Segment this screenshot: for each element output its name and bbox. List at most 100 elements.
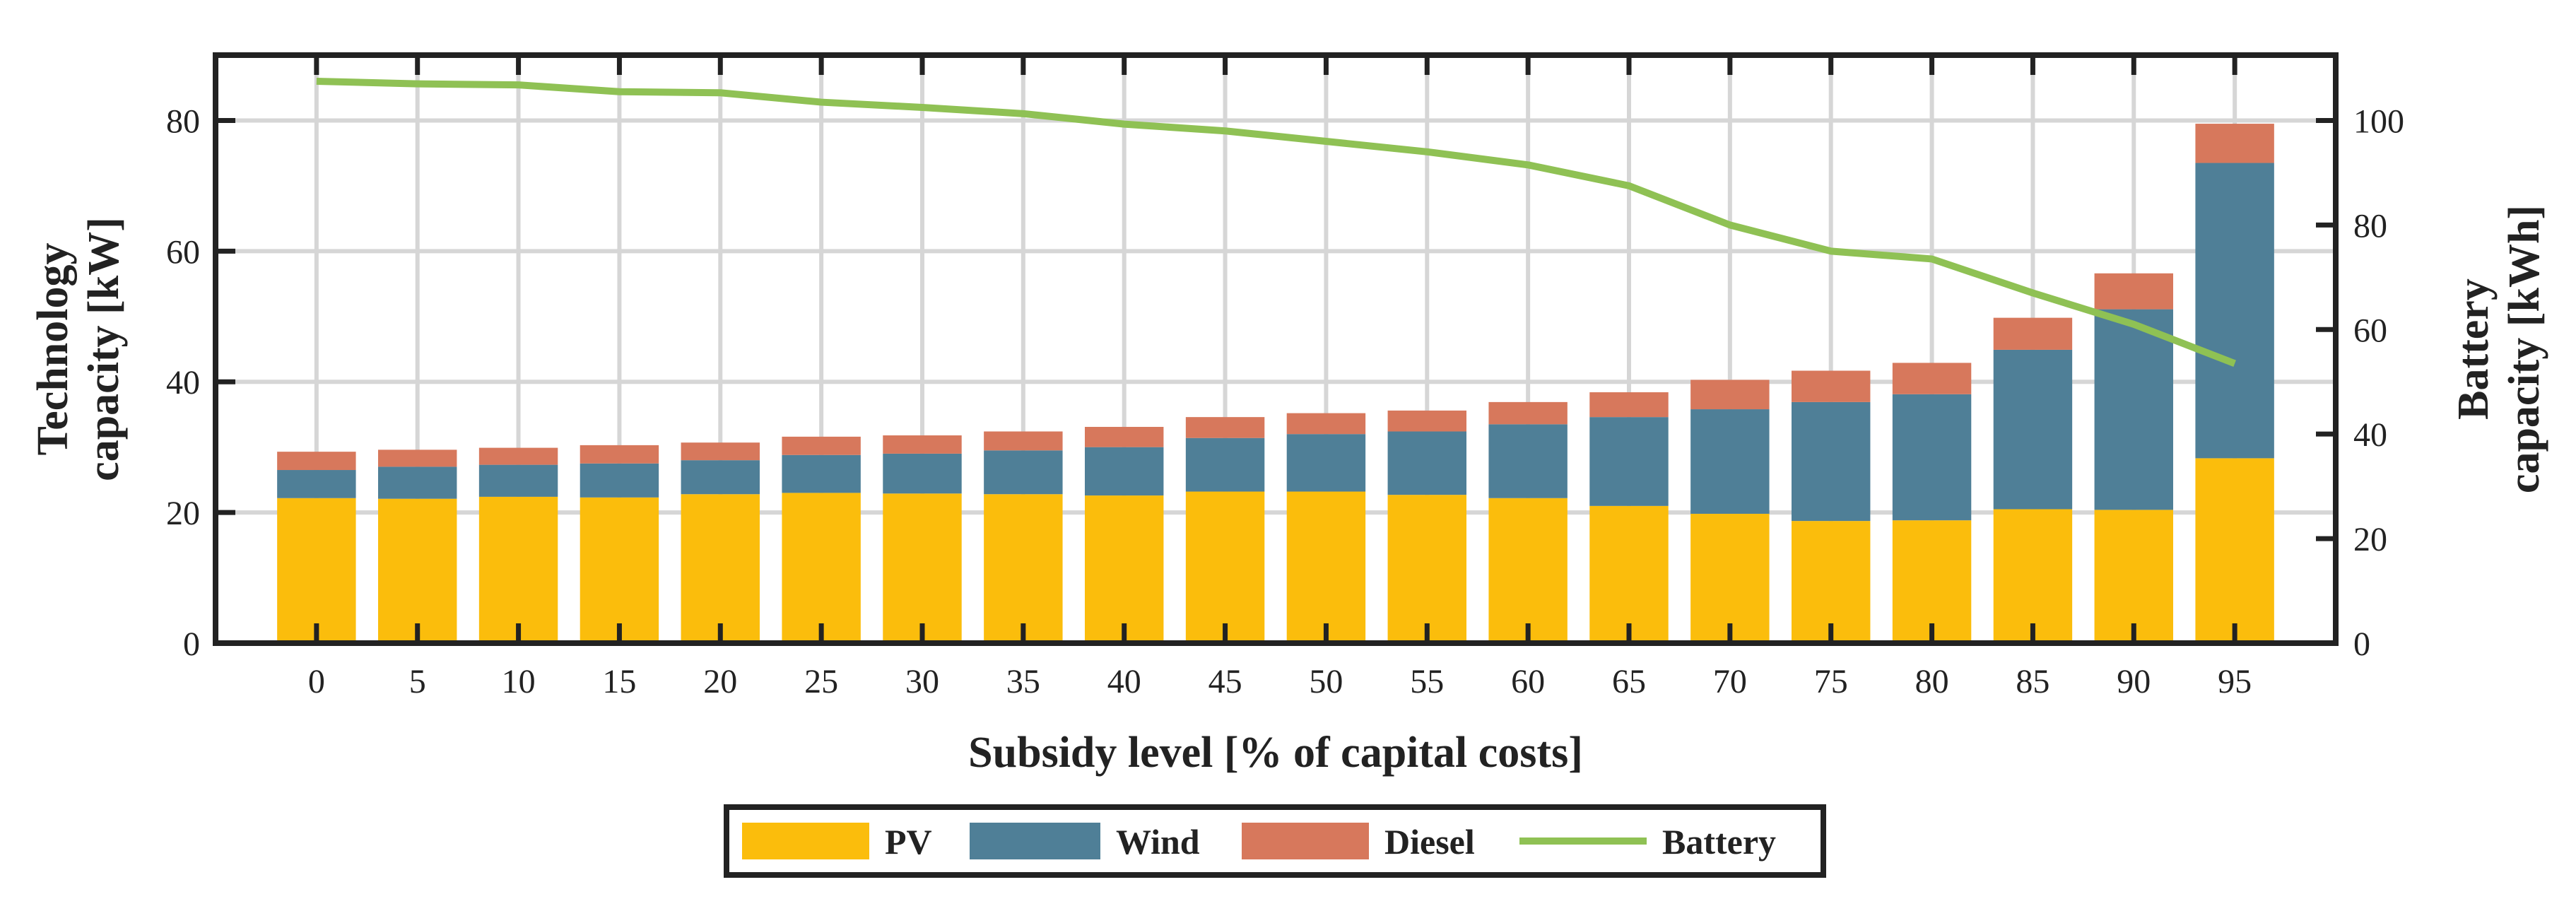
bar-pv: [277, 498, 356, 643]
x-tick-label: 35: [1006, 663, 1040, 700]
line-battery: [316, 77, 2236, 367]
bar-pv: [378, 498, 457, 643]
x-tick-label: 85: [2016, 663, 2049, 700]
bar-wind: [1993, 349, 2073, 510]
y-tick-label-left: 60: [166, 233, 200, 271]
bar-wind: [681, 460, 760, 495]
bar-diesel: [1993, 317, 2073, 350]
bar-pv: [1589, 505, 1669, 643]
x-tick-label: 10: [502, 663, 536, 700]
bar-diesel: [1892, 363, 1972, 394]
x-tick-label: 75: [1814, 663, 1848, 700]
bar-wind: [2195, 163, 2274, 459]
bar-diesel: [1589, 392, 1669, 418]
y-tick-label-left: 20: [166, 495, 200, 532]
legend-label-pv: PV: [885, 822, 932, 862]
plot-frame: [213, 52, 2339, 646]
bar-diesel: [277, 452, 356, 471]
bar-pv: [1792, 521, 1871, 643]
bar-wind: [883, 453, 962, 494]
bar-wind: [378, 466, 457, 499]
x-tick-label: 15: [602, 663, 636, 700]
bar-wind: [2094, 309, 2173, 510]
bar-wind: [277, 470, 356, 498]
y2-axis-title-line1: Battery: [2449, 278, 2498, 420]
x-tick-label: 70: [1713, 663, 1747, 700]
bar-pv: [1993, 509, 2073, 643]
bar-pv: [681, 494, 760, 643]
bar-diesel: [782, 436, 861, 455]
bar-diesel: [1690, 380, 1770, 410]
x-axis-title: Subsidy level [% of capital costs]: [968, 729, 1583, 777]
bar-wind: [1488, 424, 1568, 498]
x-tick-label: 90: [2117, 663, 2151, 700]
y-tick-label-right: 20: [2353, 521, 2387, 558]
bar-pv: [984, 494, 1063, 643]
bar-wind: [1690, 409, 1770, 514]
x-tick-label: 65: [1612, 663, 1646, 700]
bar-wind: [1589, 417, 1669, 506]
y-tick-label-right: 40: [2353, 416, 2387, 454]
y-tick-label-right: 100: [2353, 102, 2404, 140]
bar-diesel: [2195, 124, 2274, 163]
y-tick-label-left: 80: [166, 102, 200, 140]
bar-pv: [580, 497, 659, 643]
bar-pv: [1892, 520, 1972, 643]
bar-diesel: [1185, 417, 1265, 438]
x-tick-label: 25: [804, 663, 838, 700]
y-tick-label-right: 0: [2353, 625, 2370, 663]
bar-diesel: [984, 431, 1063, 451]
y-axis-title-line2: capacity [kW]: [80, 217, 128, 481]
x-tick-label: 50: [1309, 663, 1343, 700]
bar-diesel: [1387, 410, 1466, 432]
bar-wind: [1286, 434, 1366, 492]
bar-wind: [782, 454, 861, 493]
x-tick-label: 30: [905, 663, 939, 700]
bar-diesel: [1792, 370, 1871, 402]
x-tick-label: 20: [703, 663, 737, 700]
legend-label-diesel: Diesel: [1384, 822, 1475, 862]
bar-pv: [1488, 498, 1568, 643]
bar-wind: [1387, 431, 1466, 495]
x-tick-label: 5: [409, 663, 426, 700]
bar-pv: [2195, 458, 2274, 643]
x-tick-label: 95: [2218, 663, 2252, 700]
bar-pv: [883, 493, 962, 643]
y2-axis-title-line2: capacity [kWh]: [2500, 205, 2548, 493]
bar-pv: [1387, 495, 1466, 643]
bar-pv: [2094, 510, 2173, 643]
bar-pv: [1690, 513, 1770, 643]
bar-diesel: [681, 442, 760, 461]
bar-wind: [1792, 401, 1871, 522]
y-tick-label-left: 40: [166, 364, 200, 401]
x-tick-label: 80: [1915, 663, 1949, 700]
x-tick-label: 0: [308, 663, 325, 700]
bar-wind: [580, 463, 659, 498]
legend-swatch-wind: [970, 823, 1100, 859]
y-tick-label-left: 0: [183, 625, 200, 663]
bar-diesel: [580, 445, 659, 464]
y-tick-label-right: 60: [2353, 312, 2387, 349]
bar-wind: [1185, 437, 1265, 492]
bar-diesel: [883, 435, 962, 454]
bar-pv: [1286, 491, 1366, 643]
x-tick-label: 60: [1511, 663, 1545, 700]
legend-label-wind: Wind: [1116, 822, 1200, 862]
bar-pv: [1085, 495, 1164, 643]
bar-wind: [1085, 447, 1164, 496]
bar-pv: [782, 493, 861, 643]
bar-wind: [1892, 394, 1972, 521]
x-tick-label: 55: [1410, 663, 1444, 700]
x-tick-label: 40: [1107, 663, 1141, 700]
x-tick-label: 45: [1208, 663, 1242, 700]
legend-swatch-pv: [742, 823, 869, 859]
bar-pv: [1185, 491, 1265, 643]
bar-diesel: [1286, 413, 1366, 435]
legend-label-battery: Battery: [1662, 822, 1776, 862]
bar-wind: [984, 450, 1063, 495]
bar-diesel: [2094, 273, 2173, 310]
bar-diesel: [1488, 401, 1568, 425]
legend-swatch-diesel: [1242, 823, 1369, 859]
bar-diesel: [478, 447, 558, 465]
